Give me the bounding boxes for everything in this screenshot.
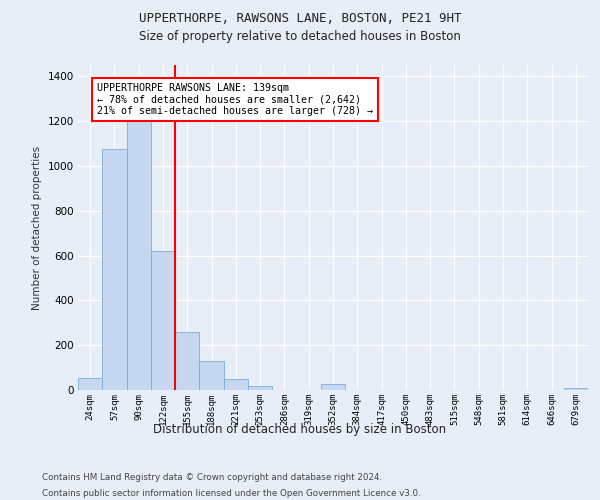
Bar xyxy=(78,378,102,390)
Bar xyxy=(224,379,248,390)
Bar xyxy=(199,361,224,390)
Bar xyxy=(102,149,127,390)
Text: Size of property relative to detached houses in Boston: Size of property relative to detached ho… xyxy=(139,30,461,43)
Text: UPPERTHORPE RAWSONS LANE: 139sqm
← 78% of detached houses are smaller (2,642)
21: UPPERTHORPE RAWSONS LANE: 139sqm ← 78% o… xyxy=(97,83,373,116)
Bar xyxy=(321,384,345,390)
Text: Contains public sector information licensed under the Open Government Licence v3: Contains public sector information licen… xyxy=(42,489,421,498)
Text: Distribution of detached houses by size in Boston: Distribution of detached houses by size … xyxy=(154,422,446,436)
Bar xyxy=(127,108,151,390)
Text: Contains HM Land Registry data © Crown copyright and database right 2024.: Contains HM Land Registry data © Crown c… xyxy=(42,472,382,482)
Text: UPPERTHORPE, RAWSONS LANE, BOSTON, PE21 9HT: UPPERTHORPE, RAWSONS LANE, BOSTON, PE21 … xyxy=(139,12,461,26)
Bar xyxy=(564,388,588,390)
Bar xyxy=(175,332,199,390)
Bar xyxy=(248,386,272,390)
Y-axis label: Number of detached properties: Number of detached properties xyxy=(32,146,42,310)
Bar xyxy=(151,251,175,390)
